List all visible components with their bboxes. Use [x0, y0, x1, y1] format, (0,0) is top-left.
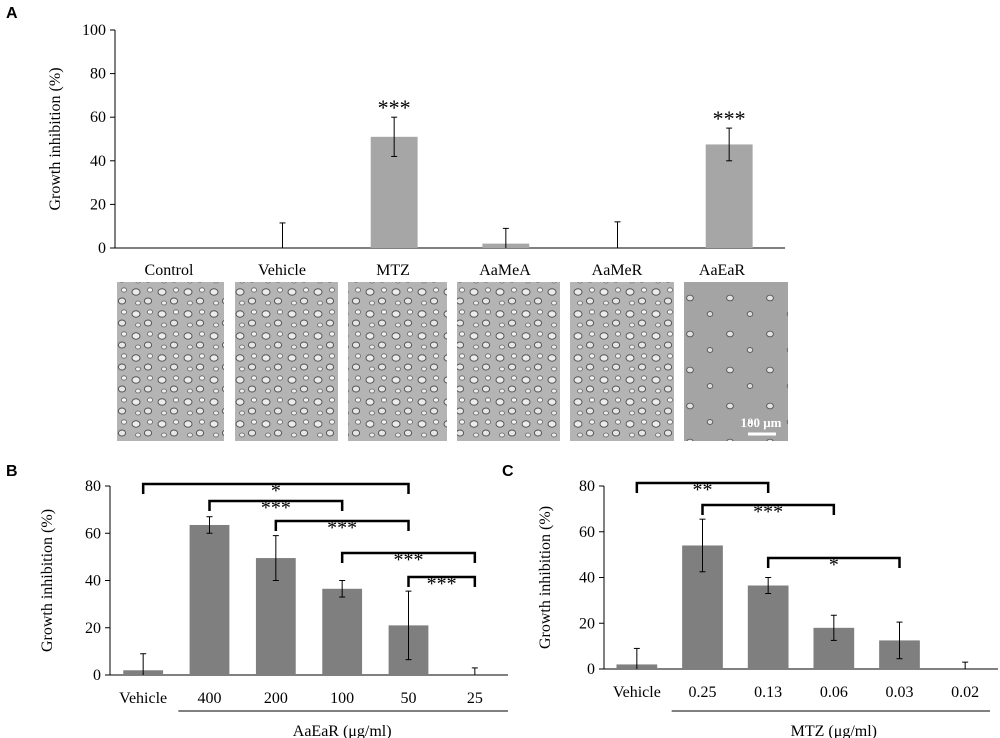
y-tick-label: 100	[82, 22, 106, 39]
significance-bracket	[141, 482, 410, 494]
bar	[747, 585, 789, 669]
significance-bracket	[340, 551, 477, 563]
bar	[322, 588, 363, 675]
y-axis-title: Growth inhibition (%)	[39, 509, 56, 652]
significance-label: ***	[327, 517, 357, 539]
x-tick-label: 200	[264, 690, 288, 707]
y-tick-label: 40	[579, 570, 595, 587]
panel-label-b: B	[6, 463, 18, 480]
significance-label: ***	[394, 549, 424, 571]
bar	[189, 524, 230, 675]
x-tick-label: 400	[198, 690, 222, 707]
y-tick-label: 40	[90, 153, 106, 170]
significance-bracket	[208, 499, 344, 511]
y-tick-label: 80	[90, 66, 106, 83]
y-tick-label: 40	[85, 573, 101, 590]
x-tick-label: 0.25	[689, 684, 717, 701]
x-tick-label: 50	[401, 690, 417, 707]
micrograph-aaear	[684, 282, 788, 441]
significance-label: *	[829, 554, 839, 576]
x-tick-label: 0.13	[754, 684, 782, 701]
micrograph-aamer	[570, 282, 674, 441]
micrograph-vehicle	[235, 282, 338, 441]
significance-label: **	[693, 479, 713, 501]
y-tick-label: 20	[85, 620, 101, 637]
chart-a: 0 20 40 60 80 100 Growth inhibition (%) *** ***	[47, 22, 785, 257]
significance-label: *	[271, 480, 281, 502]
y-tick-label: 80	[85, 478, 101, 495]
significance-bracket	[407, 575, 477, 587]
significance-label: ***	[713, 106, 746, 131]
significance-label: ***	[261, 497, 291, 519]
x-tick-label: 0.06	[820, 684, 848, 701]
bar	[705, 144, 753, 248]
y-tick-label: 0	[93, 667, 101, 684]
y-tick-label: 60	[90, 109, 106, 126]
image-label-aamea: AaMeA	[479, 262, 531, 279]
y-tick-label: 20	[579, 615, 595, 632]
x-tick-label: Vehicle	[119, 690, 167, 707]
microscopy-images: 100 μm	[117, 282, 788, 441]
x-tick-label: Vehicle	[613, 684, 661, 701]
micrograph-mtz	[348, 282, 447, 441]
image-label-control: Control	[145, 262, 194, 279]
panel-label-a: A	[6, 5, 18, 22]
x-axis-title: MTZ (μg/ml)	[791, 723, 877, 738]
panel-label-c: C	[502, 463, 514, 480]
significance-label: ***	[753, 501, 783, 523]
y-tick-label: 20	[90, 196, 106, 213]
x-tick-label: 0.03	[886, 684, 914, 701]
micrograph-aamea	[457, 282, 560, 441]
significance-bracket	[701, 503, 836, 515]
micrograph-control	[117, 282, 224, 441]
significance-label: ***	[427, 573, 457, 595]
significance-bracket	[274, 519, 410, 531]
image-label-aaear: AaEaR	[699, 262, 746, 279]
significance-label: ***	[378, 95, 411, 120]
y-axis-title: Growth inhibition (%)	[47, 67, 64, 210]
y-tick-label: 0	[98, 240, 106, 257]
y-tick-label: 0	[587, 661, 595, 678]
y-tick-label: 60	[579, 524, 595, 541]
y-axis-title: Growth inhibition (%)	[537, 506, 554, 649]
image-labels: Control Vehicle MTZ AaMeA AaMeR AaEaR	[145, 262, 746, 279]
x-tick-label: 25	[467, 690, 483, 707]
y-tick-label: 80	[579, 478, 595, 495]
significance-bracket	[766, 556, 901, 568]
image-label-vehicle: Vehicle	[258, 262, 306, 279]
scale-bar-label: 100 μm	[741, 415, 782, 430]
x-tick-label: 0.02	[951, 684, 979, 701]
chart-b: 0 20 40 60 80 Growth inhibition (%) Vehicle 400…	[39, 478, 508, 738]
image-label-aamer: AaMeR	[592, 262, 643, 279]
chart-c: 0 20 40 60 80 Growth inhibition (%) Vehicle 0.2…	[537, 478, 998, 738]
y-tick-label: 60	[85, 525, 101, 542]
x-axis-title: AaEaR (μg/ml)	[293, 723, 392, 738]
image-label-mtz: MTZ	[376, 262, 410, 279]
x-tick-label: 100	[330, 690, 354, 707]
significance-bracket	[635, 481, 770, 493]
